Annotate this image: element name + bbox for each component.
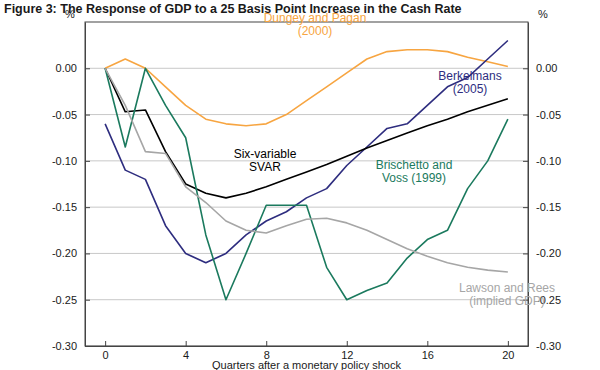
tick-label: 20 [502,349,514,361]
tick: -0.05 [523,109,561,121]
tick-mark [85,300,90,301]
tick: -0.05 [52,109,90,121]
plot: 0.00 -0.05 -0.10 -0.15 -0.20 -0.25 -0.30 0.00 -0… [52,22,561,361]
tick-mark [523,68,528,69]
y-axis-title: % [65,8,75,20]
tick-label: -0.20 [52,247,77,259]
tick-mark [85,68,90,69]
tick: -0.15 [52,201,90,213]
series-label: Six-variableSVAR [234,147,297,174]
tick-label: 0.00 [536,62,557,74]
tick: 0.00 [523,62,557,74]
series-lines [105,41,508,300]
tick: 8 [264,341,270,361]
tick-mark [347,341,348,346]
y-axis: 0.00 -0.05 -0.10 -0.15 -0.20 -0.25 -0.30 [52,23,90,353]
tick-label: 16 [422,349,434,361]
axis-line [86,346,529,347]
grid-line [85,160,528,161]
series-line [105,68,508,299]
series-label: Berkelmans(2005) [438,69,501,96]
tick-mark [523,253,528,254]
plot-frame [85,22,528,346]
tick-mark [186,341,187,346]
y-axis-title-right: % [538,8,548,20]
tick-label: 0.00 [56,62,77,74]
tick-label: -0.15 [52,201,77,213]
axis-line [85,23,86,347]
chart: Figure 3: The Response of GDP to a 25 Ba… [0,0,600,370]
tick: -0.20 [523,247,561,259]
tick-mark [523,207,528,208]
tick-label: -0.05 [52,109,77,121]
tick-label: -0.15 [536,201,561,213]
tick-label: -0.30 [536,340,561,352]
tick: -0.10 [523,155,561,167]
series-label: Lawson and Rees(implied GDP) [459,281,555,308]
x-axis-title: Quarters after a monetary policy shock [212,359,401,370]
tick: -0.30 [523,340,561,352]
tick: 16 [422,341,434,361]
series-line [105,68,508,198]
tick-mark [85,161,90,162]
tick: -0.15 [523,201,561,213]
tick-label: -0.05 [536,109,561,121]
tick: -0.10 [52,155,90,167]
tick-mark [508,341,509,346]
tick: 0 [103,341,109,361]
tick-label: -0.10 [536,155,561,167]
series-label: Dungey and Pagan(2000) [264,11,367,38]
series-line [105,68,508,272]
tick: 12 [341,341,353,361]
tick-label: 0 [103,349,109,361]
tick: 4 [183,341,189,361]
series-label: Brischetto andVoss (1999) [376,158,453,185]
tick-mark [85,253,90,254]
tick: 0.00 [56,62,90,74]
tick-mark [523,115,528,116]
tick-mark [266,341,267,346]
grid-line [85,299,528,300]
tick-mark [105,341,106,346]
tick-label: -0.25 [52,294,77,306]
tick-label: -0.30 [52,340,77,352]
tick-mark [427,341,428,346]
tick: -0.30 [52,340,90,352]
grid-line [85,253,528,254]
tick-mark [85,207,90,208]
tick-label: -0.10 [52,155,77,167]
tick-mark [523,161,528,162]
series-labels: Dungey and Pagan(2000) Berkelmans(2005) Si… [234,11,555,308]
tick: 20 [502,341,514,361]
tick: -0.25 [52,294,90,306]
grid [85,68,528,346]
tick-label: -0.20 [536,247,561,259]
tick-label: 4 [183,349,189,361]
tick-mark [85,115,90,116]
x-axis: 0 4 8 12 16 20 [86,341,529,361]
tick: -0.20 [52,247,90,259]
